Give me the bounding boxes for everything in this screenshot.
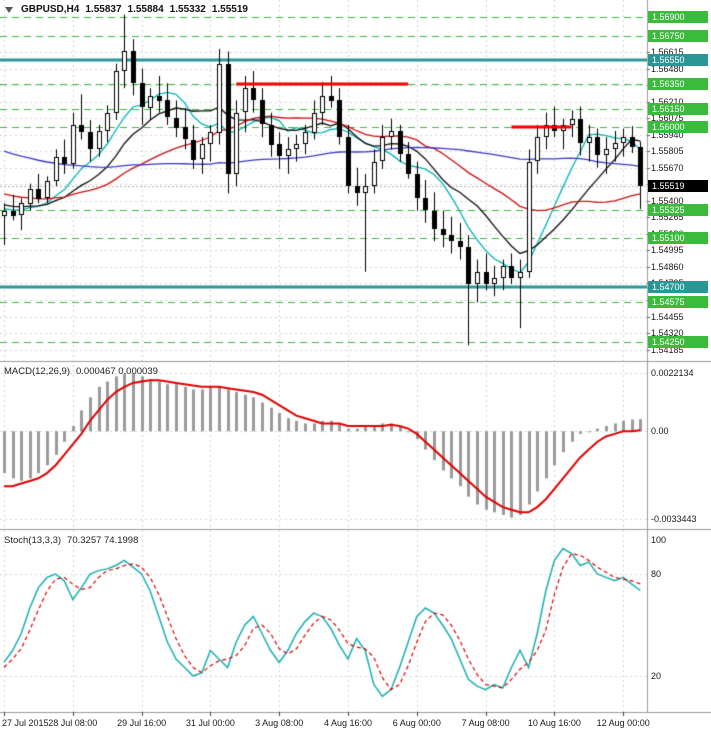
- current-price-badge: 1.55519: [648, 180, 708, 193]
- stoch-header: Stoch(13,3,3) 70.3257 74.1998: [4, 535, 138, 546]
- macd-indicator-label: MACD(12,26,9): [4, 366, 70, 377]
- ohlc-low-value: 1.55332: [169, 4, 206, 15]
- stoch-scale-label: 20: [651, 671, 662, 681]
- chart-header: GBPUSD,H4 1.55837 1.55884 1.55332 1.5551…: [5, 4, 248, 15]
- price-tick-label: 1.55940: [651, 129, 684, 140]
- price-tick-label: 1.55265: [651, 212, 684, 223]
- date-label: 3 Aug 08:00: [255, 718, 304, 728]
- symbol-marker-icon: [5, 6, 13, 13]
- price-tick-label: 1.54320: [651, 328, 684, 339]
- date-label: 28 Jul 08:00: [48, 718, 98, 728]
- date-label: 29 Jul 16:00: [117, 718, 167, 728]
- sr-price-badge: 1.54700: [648, 280, 708, 293]
- price-tick-label: 1.56480: [651, 63, 684, 74]
- price-tick-label: 1.54455: [651, 311, 684, 322]
- level-price-badge: 1.54250: [648, 335, 708, 348]
- level-price-badge: 1.56150: [648, 102, 708, 115]
- level-price-badge: 1.56350: [648, 78, 708, 91]
- stoch-values: 70.3257 74.1998: [67, 535, 139, 546]
- stoch-indicator-label: Stoch(13,3,3): [4, 535, 62, 546]
- macd-min-label: -0.0033443: [651, 513, 697, 524]
- ohlc-open-value: 1.55837: [85, 4, 122, 15]
- price-tick-label: 1.56075: [651, 113, 684, 124]
- level-price-badge: 1.56000: [648, 121, 708, 134]
- date-label: 7 Aug 08:00: [461, 718, 510, 728]
- date-label: 4 Aug 16:00: [323, 718, 373, 728]
- price-tick-label: 1.55805: [651, 146, 684, 157]
- stoch-scale-label: 100: [651, 535, 667, 545]
- price-tick-label: 1.54995: [651, 245, 684, 256]
- macd-max-label: 0.0022134: [651, 368, 694, 379]
- price-tick-label: 1.54185: [651, 344, 684, 355]
- date-label: 27 Jul 2015: [2, 718, 49, 728]
- price-tick-label: 1.55400: [651, 195, 684, 206]
- macd-values: 0.000467 0.000039: [76, 366, 158, 377]
- date-label: 6 Aug 00:00: [392, 718, 441, 728]
- price-tick-label: 1.54860: [651, 261, 684, 272]
- macd-zero-label: 0.00: [651, 426, 669, 437]
- sr-price-badge: 1.56550: [648, 54, 708, 66]
- price-tick-label: 1.56615: [651, 47, 684, 58]
- level-price-badge: 1.55100: [648, 231, 708, 244]
- ohlc-high-value: 1.55884: [127, 4, 164, 15]
- price-tick-label: 1.55670: [651, 162, 684, 173]
- symbol-timeframe-label: GBPUSD,H4: [21, 4, 80, 15]
- date-label: 12 Aug 00:00: [596, 718, 650, 728]
- macd-header: MACD(12,26,9) 0.000467 0.000039: [4, 366, 158, 377]
- level-price-badge: 1.56750: [648, 29, 708, 42]
- date-label: 31 Jul 00:00: [185, 718, 235, 728]
- stoch-scale-label: 80: [651, 569, 662, 579]
- ohlc-close-value: 1.55519: [211, 4, 248, 15]
- date-label: 10 Aug 16:00: [527, 718, 581, 728]
- price-tick-label: 1.56210: [651, 96, 684, 107]
- level-price-badge: 1.56900: [648, 11, 708, 24]
- level-price-badge: 1.54575: [648, 295, 708, 308]
- level-price-badge: 1.55325: [648, 204, 708, 216]
